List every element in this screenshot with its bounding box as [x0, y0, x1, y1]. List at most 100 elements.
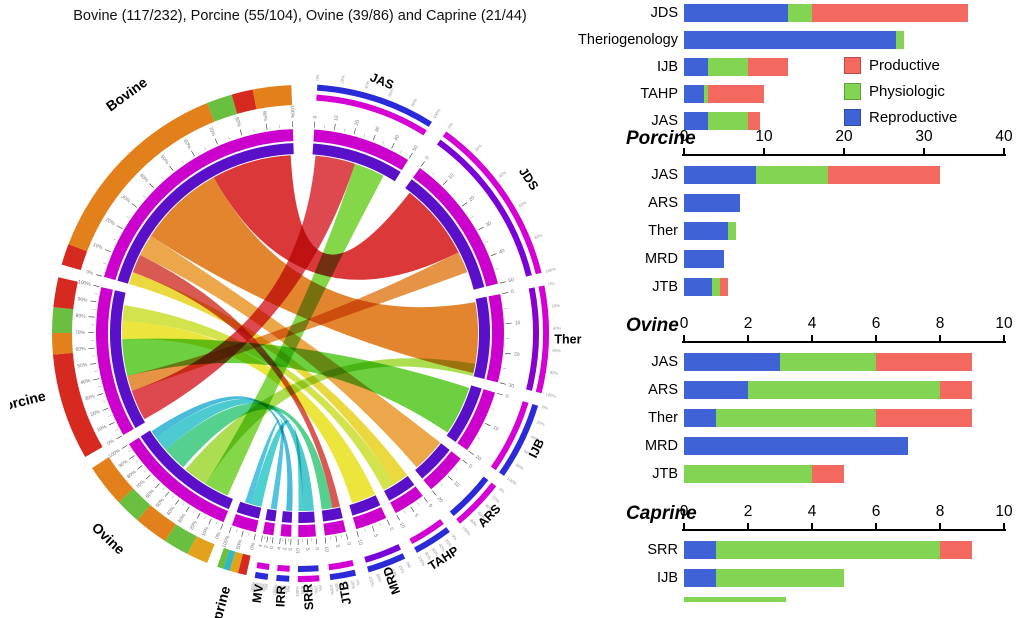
- category-label: Ther: [648, 223, 678, 239]
- axis-tick-label: 6: [871, 503, 881, 520]
- scale-tick: [391, 142, 395, 149]
- scale-label: 5: [413, 513, 420, 519]
- stacked-bar: [684, 194, 740, 212]
- x-axis-line: [682, 529, 1006, 531]
- scale-label: 10: [295, 548, 301, 554]
- scale-label: 60%: [75, 346, 86, 353]
- scale-minor-tick: [470, 215, 474, 218]
- scale-label: 0: [269, 546, 275, 550]
- bar-segment-reproductive: [684, 541, 716, 559]
- scale-tick: [90, 300, 97, 303]
- outer-ring: [323, 520, 346, 536]
- bar-segment-physiologic: [756, 166, 828, 184]
- species-band-segment: [217, 547, 230, 569]
- bar-segment-reproductive: [684, 58, 708, 76]
- legend-item: Reproductive: [844, 104, 957, 130]
- bar-segment-reproductive: [684, 409, 716, 427]
- scale-label: 20%: [104, 217, 116, 228]
- bar-segment-physiologic: [716, 409, 876, 427]
- percent-label: 80%: [275, 585, 281, 594]
- chord-sector-Caprine: 0% 50% 100% Caprine: [204, 501, 262, 618]
- percent-label: 80%: [375, 573, 382, 583]
- percent-label: 60%: [523, 448, 533, 456]
- scale-tick: [490, 253, 497, 257]
- bar-row: JAS: [620, 112, 1034, 130]
- inner-ring: [446, 385, 482, 442]
- inner-ring: [473, 296, 491, 379]
- scale-minor-tick: [485, 241, 488, 243]
- scale-minor-tick: [248, 532, 250, 536]
- scale-label: 30%: [177, 512, 188, 524]
- scale-label: 0: [345, 542, 352, 546]
- scale-tick: [478, 226, 484, 231]
- scale-minor-tick: [161, 176, 164, 180]
- bar-row: SRR: [620, 541, 1034, 559]
- scale-label: 10: [515, 320, 521, 326]
- scale-tick: [146, 474, 151, 480]
- axis-tick-label: 0: [679, 503, 689, 520]
- journal-outer-arc: [366, 553, 406, 573]
- category-label: SRR: [647, 542, 678, 558]
- journal-outer-arc: [297, 575, 320, 582]
- percent-label: 0%: [315, 74, 320, 81]
- scale-tick: [408, 153, 413, 159]
- percent-label: 60%: [305, 586, 310, 595]
- scale-tick: [149, 183, 155, 189]
- percent-label: 100%: [506, 476, 518, 486]
- bar-row: JAS: [620, 166, 1034, 184]
- percent-label: 40%: [258, 582, 264, 591]
- species-band-segment: [237, 553, 251, 576]
- bar-segment-reproductive: [684, 381, 748, 399]
- scale-tick: [371, 525, 375, 532]
- inner-ring: [312, 143, 401, 182]
- percent-label: 20%: [444, 538, 453, 548]
- scale-label: 50%: [77, 362, 88, 369]
- stacked-bar: [684, 465, 844, 483]
- axis-tick-label: 0: [679, 128, 689, 145]
- scale-tick: [272, 537, 274, 544]
- scale-tick: [502, 292, 509, 294]
- scale-label: 10: [333, 115, 340, 122]
- scale-tick: [432, 490, 437, 496]
- scale-label: 20: [354, 119, 361, 126]
- bars-area: SRR IJB: [620, 541, 1034, 602]
- scale-tick: [155, 483, 160, 489]
- scale-minor-tick: [192, 509, 195, 513]
- outer-ring: [457, 389, 496, 451]
- bar-row: MRD: [620, 250, 1034, 268]
- percent-label: 40%: [553, 326, 562, 331]
- axis-tick: [875, 523, 877, 529]
- journal-inner-arc: [436, 139, 532, 277]
- scale-tick: [410, 506, 415, 512]
- stacked-bar: [684, 569, 844, 587]
- percent-label: 0%: [446, 121, 454, 129]
- legend-label: Reproductive: [869, 108, 958, 126]
- scale-tick: [97, 393, 104, 396]
- axis-tick-label: 8: [935, 503, 945, 520]
- bar-row: Theriogenology: [578, 31, 1034, 49]
- scale-tick: [499, 281, 506, 284]
- journal-outer-arc: [414, 527, 450, 553]
- scale-tick: [334, 123, 336, 130]
- scale-tick: [239, 129, 243, 136]
- percent-label: 20%: [313, 585, 319, 594]
- chart-header: Ovine 0 2 4 6 8 10: [620, 315, 1034, 343]
- bar-segment-reproductive: [684, 437, 908, 455]
- inner-ring: [265, 509, 277, 522]
- chord-ribbon: [121, 320, 376, 504]
- scale-tick: [208, 518, 212, 525]
- scale-minor-tick: [181, 160, 184, 164]
- chart-header: Porcine 0 10 20 30 40: [620, 128, 1034, 156]
- scale-tick: [102, 407, 109, 411]
- bar-segment-physiologic: [708, 58, 748, 76]
- percent-label: 0%: [318, 585, 323, 592]
- bar-segment-physiologic: [708, 112, 748, 130]
- scale-minor-tick: [204, 147, 207, 150]
- bar-chart-Ovine: Ovine 0 2 4 6 8 10 JAS ARS Ther MRD JTB: [620, 315, 1034, 493]
- percent-label: 80%: [515, 462, 525, 471]
- stacked-bar: [684, 250, 724, 268]
- scale-minor-tick: [98, 385, 102, 388]
- percent-label: 0%: [451, 533, 459, 541]
- journal-inner-arc: [316, 94, 427, 136]
- scale-label: 2: [282, 547, 288, 550]
